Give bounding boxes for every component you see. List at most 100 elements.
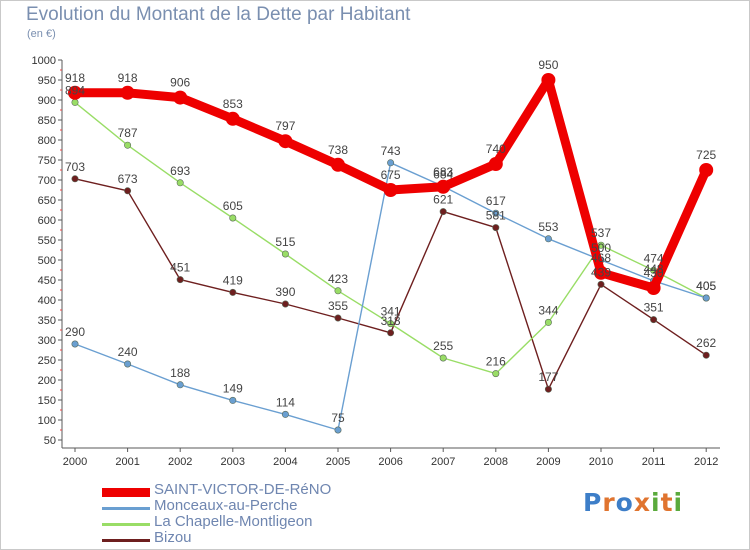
x-tick-label: 2006 (378, 456, 402, 468)
y-tick-label: 250 (38, 355, 56, 367)
data-point (176, 179, 184, 187)
legend-swatch (102, 487, 150, 497)
data-point (488, 157, 503, 171)
legend-swatch (102, 506, 150, 510)
data-point (229, 288, 237, 296)
data-point (702, 294, 710, 302)
data-point (120, 85, 135, 100)
data-label: 344 (538, 303, 558, 317)
x-tick-label: 2012 (694, 456, 718, 468)
data-label: 216 (486, 355, 506, 369)
series-line (74, 162, 707, 431)
x-tick-label: 2008 (484, 456, 508, 468)
data-point (278, 134, 293, 149)
data-label: 906 (170, 76, 190, 90)
data-point (331, 157, 345, 172)
logo-letter: o (615, 488, 634, 517)
x-tick-label: 2007 (431, 456, 455, 468)
y-tick-label: 500 (38, 255, 56, 267)
series-line (74, 178, 707, 390)
data-point (594, 265, 608, 280)
data-point (492, 224, 500, 232)
y-tick-label: 300 (38, 335, 56, 347)
data-label: 743 (381, 144, 401, 158)
data-label: 405 (696, 279, 716, 293)
y-tick-label: 650 (38, 195, 56, 207)
data-point (492, 209, 500, 217)
data-label: 341 (381, 305, 401, 319)
data-point (229, 396, 237, 404)
data-label: 894 (65, 83, 85, 97)
data-point (71, 175, 79, 183)
data-point (71, 98, 79, 106)
data-label: 787 (118, 126, 138, 140)
data-label: 439 (591, 265, 611, 279)
data-label: 448 (644, 262, 664, 276)
x-tick-label: 2005 (326, 456, 350, 468)
x-tick-label: 2001 (115, 456, 139, 468)
legend-label: SAINT-VICTOR-DE-RéNO (154, 481, 332, 498)
series-2 (71, 98, 710, 378)
data-label: 537 (591, 226, 611, 240)
y-tick-label: 950 (38, 75, 56, 87)
data-point (492, 370, 500, 378)
data-label: 683 (433, 165, 453, 179)
data-point (176, 276, 184, 284)
data-label: 405 (696, 279, 716, 293)
x-tick-label: 2003 (221, 456, 245, 468)
x-tick-label: 2011 (642, 456, 666, 468)
logo-letter: i (673, 488, 684, 517)
data-label: 740 (486, 142, 506, 156)
data-point (597, 280, 605, 288)
data-label: 738 (328, 143, 348, 157)
data-label: 725 (696, 148, 716, 162)
logo-letter: x (633, 488, 651, 517)
data-point (124, 141, 132, 149)
legend-label: Monceaux-au-Perche (154, 497, 298, 514)
data-label: 114 (276, 395, 295, 409)
data-label: 684 (433, 167, 453, 181)
legend-label: La Chapelle-Montligeon (154, 513, 313, 530)
data-label: 693 (170, 164, 190, 178)
y-tick-label: 450 (38, 275, 56, 287)
data-label: 290 (65, 325, 85, 339)
x-tick-label: 2000 (63, 456, 87, 468)
data-label: 390 (275, 285, 295, 299)
data-point (699, 163, 714, 177)
series-3 (71, 175, 710, 393)
data-point (544, 318, 552, 326)
data-point (439, 208, 447, 216)
legend-swatch (102, 538, 150, 542)
data-label: 318 (381, 314, 401, 328)
data-point (124, 187, 132, 195)
legend-label: Bizou (154, 529, 192, 546)
data-point (702, 351, 710, 359)
data-point (68, 85, 82, 100)
y-tick-label: 200 (38, 375, 56, 387)
chart-unit: (en €) (27, 28, 56, 40)
y-tick-label: 850 (38, 115, 56, 127)
data-label: 500 (591, 241, 611, 255)
data-label: 240 (118, 345, 138, 359)
data-label: 188 (170, 366, 190, 380)
data-point (383, 183, 398, 197)
y-tick-label: 100 (38, 415, 56, 427)
legend-swatch (102, 522, 150, 526)
data-label: 515 (275, 235, 295, 249)
data-label: 419 (223, 273, 243, 287)
y-tick-label: 400 (38, 295, 56, 307)
data-point (387, 320, 395, 328)
data-label: 621 (433, 193, 453, 207)
y-tick-label: 750 (38, 155, 56, 167)
data-label: 853 (223, 97, 243, 111)
data-point (281, 300, 289, 308)
proxiti-logo: Proxiti (583, 488, 683, 517)
data-point (387, 329, 395, 337)
series-1 (71, 159, 710, 434)
logo-letter: r (602, 488, 616, 517)
x-tick-label: 2004 (273, 456, 297, 468)
y-tick-label: 350 (38, 315, 56, 327)
y-tick-label: 50 (44, 435, 56, 447)
data-point (387, 159, 395, 167)
